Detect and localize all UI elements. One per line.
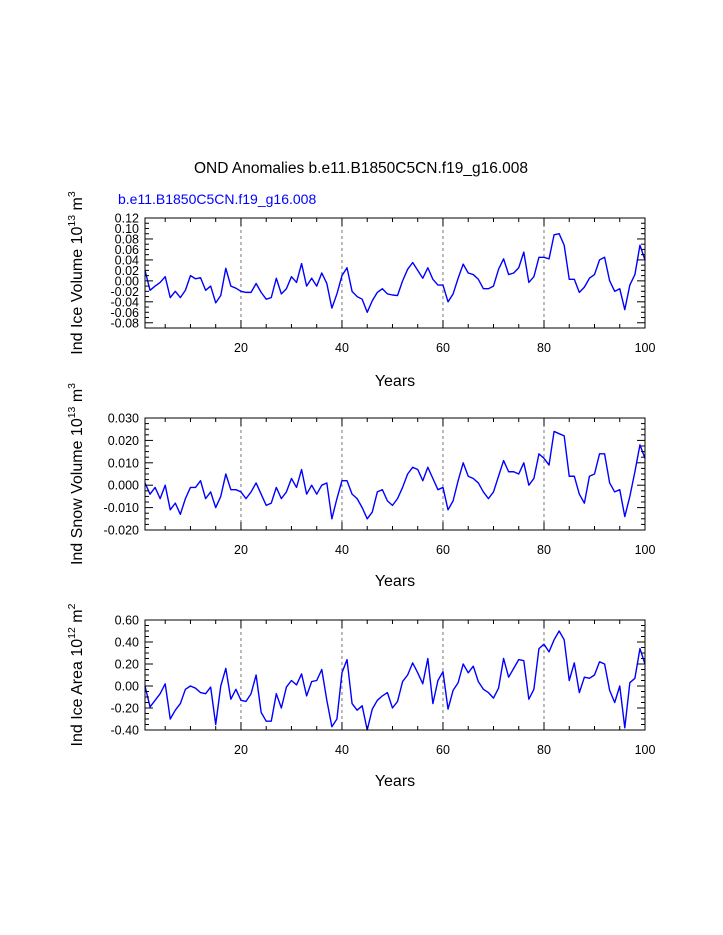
y-tick-label: 0.08 (115, 232, 139, 246)
y-tick-label: 0.010 (108, 456, 139, 470)
y-tick-label: 0.00 (115, 274, 139, 288)
x-tick-label: 60 (436, 743, 450, 757)
y-axis-label-text: Ind Ice Volume 10 (69, 227, 86, 355)
figure-subtitle: b.e11.B1850C5CN.f19_g16.008 (118, 191, 316, 207)
chart-panel-snow-volume: 20 40 60 80 100 -0.020 -0.010 0.000 0.010 0.020 0.… (66, 383, 655, 590)
y-axis-label-exponent: 13 (66, 406, 78, 418)
chart-panels: 20 40 60 80 100-0.08-0.06-0.04-0.020.000.020… (66, 191, 655, 790)
y-axis-label-text: m (69, 609, 86, 627)
x-tick-label: 40 (335, 543, 349, 557)
y-tick-label: -0.010 (104, 501, 139, 515)
y-tick-label: 0.10 (115, 222, 139, 236)
plot-frame (144, 217, 646, 329)
data-line (144, 430, 646, 520)
data-line (144, 233, 646, 313)
y-tick-label: -0.02 (111, 285, 140, 299)
y-axis-label-exponent: 12 (66, 627, 78, 639)
y-axis-label-text: Ind Snow Volume 10 (69, 418, 86, 565)
y-tick-label: 0.40 (115, 636, 139, 650)
y-tick-label: 0.04 (115, 253, 139, 267)
y-axis-label-exponent: 13 (66, 215, 78, 227)
y-tick-label: -0.04 (111, 295, 140, 309)
chart-panel-ice-area: 20 40 60 80 100 -0.40 -0.20 0.00 0.20 0.40 0.60 Yea… (66, 603, 655, 790)
x-tick-label: 40 (335, 341, 349, 355)
x-axis-label: Years (375, 773, 415, 790)
y-tick-label: -0.06 (111, 306, 140, 320)
y-axis-label-text: m (69, 197, 86, 215)
y-tick-label: -0.40 (111, 724, 140, 738)
y-axis-label: Ind Ice Area 1012 m2 (66, 603, 86, 746)
x-tick-label: 100 (635, 543, 656, 557)
figure-title: OND Anomalies b.e11.B1850C5CN.f19_g16.00… (194, 160, 528, 177)
x-tick-label: 80 (537, 543, 551, 557)
data-line (144, 630, 646, 731)
x-tick-label: 100 (635, 743, 656, 757)
x-tick-label: 20 (234, 743, 248, 757)
y-tick-label: 0.00 (115, 680, 139, 694)
x-tick-label: 20 (234, 543, 248, 557)
plot-frame (144, 417, 646, 531)
y-tick-label: 0.60 (115, 614, 139, 628)
y-axis-label-text: m (69, 389, 86, 407)
y-tick-label: 0.020 (108, 434, 139, 448)
x-tick-label: 80 (537, 341, 551, 355)
y-axis-label: Ind Snow Volume 1013 m3 (66, 383, 86, 565)
y-tick-label: 0.030 (108, 412, 139, 426)
y-tick-label: 0.12 (115, 212, 139, 226)
y-tick-label: 0.000 (108, 479, 139, 493)
y-axis-label-exponent: 2 (66, 603, 78, 609)
x-tick-label: 40 (335, 743, 349, 757)
y-axis-label: Ind Ice Volume 1013 m3 (66, 191, 86, 355)
y-tick-label: -0.20 (111, 702, 140, 716)
y-tick-label: 0.20 (115, 658, 139, 672)
x-axis-label: Years (375, 373, 415, 390)
y-axis-label-text: Ind Ice Area 10 (69, 639, 86, 747)
y-tick-label: -0.020 (104, 524, 139, 538)
x-tick-label: 20 (234, 341, 248, 355)
y-axis-label-exponent: 3 (66, 383, 78, 389)
y-tick-label: 0.06 (115, 243, 139, 257)
plot-frame (144, 619, 646, 731)
chart-panel-ice-volume: 20 40 60 80 100-0.08-0.06-0.04-0.020.000.020… (66, 191, 655, 390)
x-tick-label: 100 (635, 341, 656, 355)
y-tick-label: 0.02 (115, 264, 139, 278)
x-tick-label: 80 (537, 743, 551, 757)
x-axis-label: Years (375, 573, 415, 590)
y-axis-label-exponent: 3 (66, 191, 78, 197)
x-tick-label: 60 (436, 341, 450, 355)
x-tick-label: 60 (436, 543, 450, 557)
y-tick-label: -0.08 (111, 316, 140, 330)
